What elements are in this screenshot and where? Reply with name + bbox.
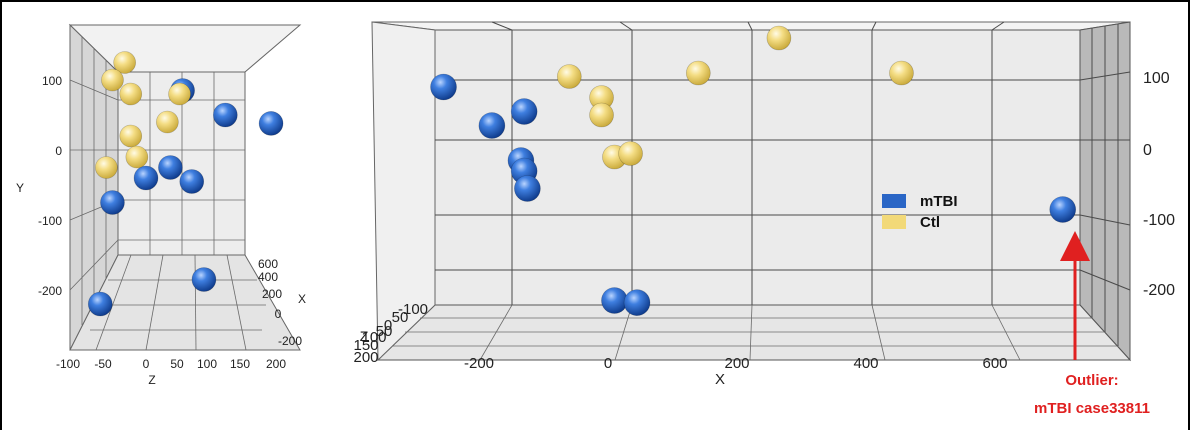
left-x-tick: 400	[258, 270, 278, 284]
left-z-tick: 200	[266, 357, 286, 371]
left-y-tick: -100	[38, 214, 62, 228]
right-point-ctl	[618, 141, 643, 166]
right-x-axis-label: X	[715, 371, 725, 388]
left-point-mtbi	[258, 111, 284, 136]
left-z-tick: 150	[230, 357, 250, 371]
left-point-ctl	[156, 110, 179, 134]
right-y-tick: 100	[1143, 70, 1170, 87]
right-point-mtbi	[1049, 196, 1077, 223]
right-point-ctl	[766, 25, 792, 51]
right-point-ctl	[556, 64, 582, 89]
right-z-tick: -100	[398, 301, 428, 318]
left-point-ctl	[168, 82, 191, 106]
right-x-tick: 400	[853, 355, 878, 372]
left-z-tick: -100	[56, 357, 80, 371]
left-point-mtbi	[133, 165, 159, 191]
left-x-tick: 200	[262, 287, 282, 301]
left-x-tick: 600	[258, 257, 278, 271]
right-y-tick: 0	[1143, 142, 1152, 159]
left-point-ctl	[101, 68, 124, 92]
left-point-ctl	[125, 145, 149, 169]
right-point-ctl	[889, 60, 914, 86]
left-x-axis-label: X	[298, 292, 306, 306]
right-y-tick: -200	[1143, 282, 1175, 299]
right-y-tick: -100	[1143, 212, 1175, 229]
left-point-ctl	[119, 82, 143, 106]
right-z-tick: 0	[384, 317, 392, 334]
right-z-tick: 200	[353, 349, 378, 366]
legend-swatch-ctl	[882, 215, 906, 229]
right-point-ctl	[685, 60, 711, 86]
right-z-tick: 100	[361, 329, 386, 346]
left-point-mtbi	[158, 155, 183, 180]
right-point-ctl	[589, 102, 614, 128]
left-z-tick: -50	[94, 357, 112, 371]
right-chart-box	[371, 21, 1132, 362]
left-x-tick: -200	[278, 334, 302, 348]
left-z-axis-label: Z	[148, 373, 155, 387]
left-y-tick: -200	[38, 284, 62, 298]
outlier-label-line1: Outlier:	[1065, 372, 1118, 389]
left-z-tick: 50	[170, 357, 184, 371]
left-point-ctl	[95, 156, 118, 179]
legend-label-ctl: Ctl	[920, 214, 940, 231]
right-point-mtbi	[430, 73, 457, 101]
right-x-tick: 600	[982, 355, 1007, 372]
right-point-mtbi	[514, 175, 541, 202]
legend: mTBI Ctl	[882, 193, 958, 231]
left-point-mtbi	[100, 190, 125, 215]
left-y-axis-label: Y	[16, 181, 24, 195]
right-point-mtbi	[478, 112, 506, 139]
right-z-tick: 150	[353, 337, 378, 354]
legend-label-mtbi: mTBI	[920, 193, 958, 210]
left-point-ctl	[113, 51, 136, 74]
right-z-axis-label: Z	[360, 328, 369, 344]
left-point-ctl	[119, 124, 143, 148]
right-x-tick: 200	[724, 355, 749, 372]
legend-swatch-mtbi	[882, 194, 906, 208]
right-z-tick: 50	[392, 309, 409, 326]
left-point-mtbi	[191, 267, 217, 292]
left-y-tick: 0	[55, 144, 62, 158]
left-point-mtbi	[87, 291, 113, 317]
left-point-mtbi	[179, 169, 205, 194]
left-z-tick: 100	[197, 357, 217, 371]
right-x-tick: -200	[464, 355, 494, 372]
right-point-mtbi	[601, 287, 628, 314]
right-point-mtbi	[623, 289, 651, 316]
left-y-tick: 100	[42, 74, 62, 88]
left-x-tick: 0	[275, 307, 282, 321]
right-x-tick: 0	[604, 355, 612, 372]
right-z-tick: 50	[376, 323, 393, 340]
outlier-label-line2: mTBI case33811	[1034, 400, 1150, 417]
left-point-mtbi	[213, 102, 238, 128]
right-point-mtbi	[510, 98, 538, 125]
outlier-annotation: Outlier: mTBI case33811	[1034, 231, 1150, 417]
left-z-tick: 0	[143, 357, 150, 371]
